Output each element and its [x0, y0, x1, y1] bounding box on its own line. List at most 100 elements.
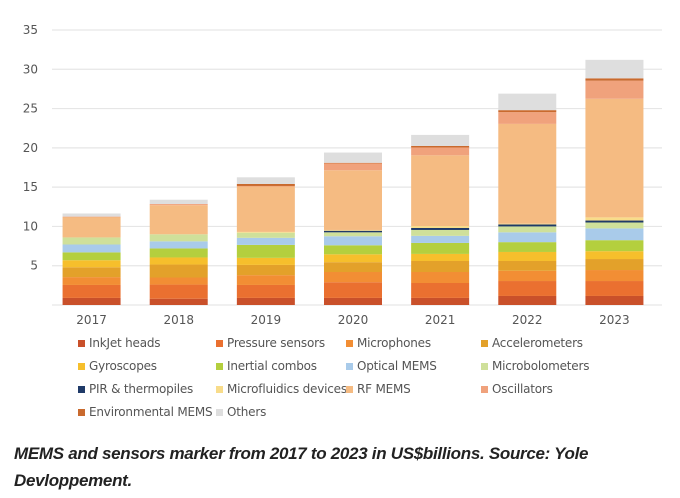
y-tick-label: 20 [23, 141, 38, 155]
legend-label: Optical MEMS [357, 359, 437, 373]
bar-segment-accelerometers-2020 [324, 262, 382, 272]
bar-segment-microphones-2018 [149, 277, 208, 285]
bar-segment-pressure-sensors-2023 [585, 281, 644, 296]
bar-segment-inkjet-heads-2023 [585, 295, 644, 305]
bar-segment-accelerometers-2021 [411, 261, 470, 272]
bar-segment-others-2017 [62, 213, 121, 217]
bar-segment-inkjet-heads-2019 [236, 297, 295, 305]
legend-label: Inertial combos [227, 359, 317, 373]
bar-segment-gyroscopes-2022 [498, 251, 557, 261]
figure-caption: MEMS and sensors marker from 2017 to 202… [14, 444, 589, 490]
bar-segment-microphones-2020 [324, 272, 382, 283]
legend-item: RF MEMS [346, 382, 411, 396]
bar-segment-pir-thermopiles-2023 [585, 220, 644, 223]
bar-segment-others-2020 [324, 152, 382, 163]
bar-segment-inkjet-heads-2020 [324, 297, 382, 305]
bar-segment-environmental-mems-2022 [498, 110, 557, 113]
legend-swatch [481, 339, 488, 347]
bar-segment-microbolometers-2022 [498, 226, 557, 233]
bar-segment-accelerometers-2018 [149, 264, 208, 278]
legend-item: InkJet heads [78, 336, 161, 350]
legend-item: PIR & thermopiles [78, 382, 193, 396]
legend-swatch [481, 385, 488, 393]
legend-label: Accelerometers [492, 336, 583, 350]
legend-label: Oscillators [492, 382, 553, 396]
bar-segment-oscillators-2020 [324, 163, 382, 171]
legend-swatch [216, 385, 223, 393]
bar-segment-pir-thermopiles-2022 [498, 224, 557, 227]
bar-segment-pir-thermopiles-2021 [411, 228, 470, 230]
bar-segment-gyroscopes-2017 [62, 260, 121, 268]
bar-segment-optical-mems-2022 [498, 232, 557, 243]
bar-segment-rf-mems-2017 [62, 217, 121, 238]
bar-segment-optical-mems-2020 [324, 236, 382, 246]
bar-segment-rf-mems-2020 [324, 170, 382, 230]
y-axis-tick-labels: 5 10 15 20 25 30 35 [23, 23, 38, 273]
bar-segment-microphones-2017 [62, 277, 121, 285]
bar-segment-inertial-combos-2022 [498, 242, 557, 252]
legend-item: Microphones [346, 336, 431, 350]
bar-segment-inkjet-heads-2022 [498, 295, 557, 305]
x-tick-label: 2021 [425, 313, 456, 327]
bar-segment-optical-mems-2018 [149, 241, 208, 249]
legend-label: Others [227, 405, 267, 419]
bar-segment-pir-thermopiles-2020 [324, 230, 382, 233]
legend-item: Oscillators [481, 382, 553, 396]
bar-segment-oscillators-2017 [62, 216, 121, 218]
legend-label: InkJet heads [89, 336, 161, 350]
bar-segment-inertial-combos-2020 [324, 245, 382, 255]
bar-segment-inkjet-heads-2018 [149, 298, 208, 305]
legend-swatch [216, 362, 223, 370]
bar-segment-microphones-2022 [498, 270, 557, 282]
bar-segment-accelerometers-2022 [498, 261, 557, 271]
bar-segment-microphones-2023 [585, 270, 644, 282]
y-tick-label: 5 [30, 259, 38, 273]
bar-segment-oscillators-2021 [411, 147, 470, 156]
y-tick-label: 30 [23, 62, 38, 76]
legend-item: Microfluidics devices [216, 382, 347, 396]
bar-stack-2021 [411, 134, 470, 305]
bar-segment-rf-mems-2021 [411, 155, 470, 227]
bar-segment-inkjet-heads-2021 [411, 297, 470, 305]
bar-segment-environmental-mems-2020 [324, 162, 382, 164]
bar-segment-microphones-2021 [411, 272, 470, 283]
x-tick-label: 2020 [338, 313, 369, 327]
legend-label: Microfluidics devices [227, 382, 347, 396]
bar-segment-microbolometers-2018 [149, 234, 208, 242]
bar-segment-optical-mems-2021 [411, 235, 470, 243]
x-tick-label: 2022 [512, 313, 543, 327]
bar-segment-rf-mems-2023 [585, 98, 644, 218]
bar-segment-gyroscopes-2020 [324, 254, 382, 263]
legend-label: Environmental MEMS [89, 405, 213, 419]
bar-segment-microbolometers-2023 [585, 222, 644, 229]
bar-segment-inertial-combos-2019 [236, 244, 295, 258]
legend-label: PIR & thermopiles [89, 382, 194, 396]
legend-swatch [481, 362, 488, 370]
bars [62, 59, 644, 305]
bar-segment-optical-mems-2019 [236, 237, 295, 245]
bar-segment-optical-mems-2023 [585, 228, 644, 241]
legend-label: RF MEMS [357, 382, 411, 396]
bar-segment-inertial-combos-2021 [411, 242, 470, 254]
bar-segment-microfluidics-devices-2023 [585, 217, 644, 221]
bar-segment-gyroscopes-2019 [236, 257, 295, 265]
y-tick-label: 10 [23, 219, 38, 233]
bar-segment-environmental-mems-2019 [236, 184, 295, 186]
bar-segment-rf-mems-2022 [498, 123, 557, 224]
bar-segment-others-2018 [149, 199, 208, 205]
legend-swatch [78, 385, 85, 393]
bar-segment-pressure-sensors-2018 [149, 284, 208, 299]
legend-swatch [78, 362, 85, 370]
bar-segment-accelerometers-2023 [585, 259, 644, 271]
legend-label: Microphones [357, 336, 431, 350]
bar-segment-accelerometers-2017 [62, 267, 121, 278]
bar-stack-2018 [149, 199, 208, 305]
bar-segment-microbolometers-2017 [62, 237, 121, 245]
bar-segment-optical-mems-2017 [62, 244, 121, 253]
bar-segment-oscillators-2022 [498, 112, 557, 124]
bar-segment-microfluidics-devices-2019 [236, 231, 295, 233]
y-tick-label: 15 [23, 180, 38, 194]
x-axis-tick-labels: 2017 2018 2019 2020 2021 2022 2023 [76, 313, 629, 327]
legend-swatch [346, 362, 353, 370]
